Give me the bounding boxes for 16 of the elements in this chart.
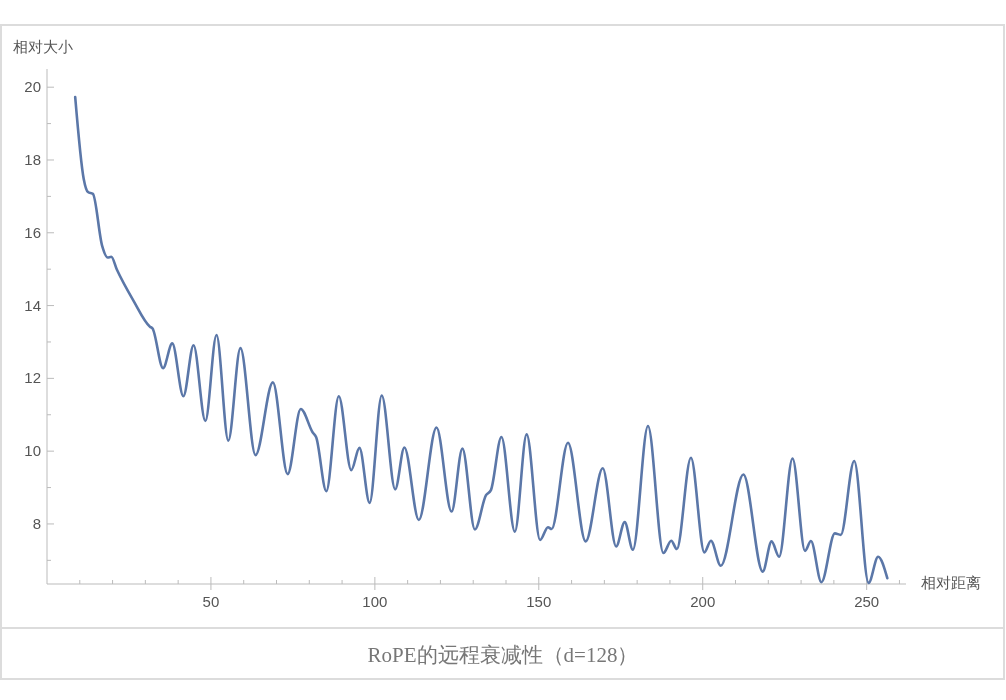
x-tick-label: 50 [202, 593, 220, 610]
y-tick-label: 18 [24, 150, 41, 168]
x-tick-label: 200 [690, 593, 716, 610]
y-tick-label: 12 [24, 369, 41, 387]
text: RoPE的远程衰减性（d=128） [367, 643, 639, 667]
y-tick-label: 8 [32, 514, 41, 532]
y-tick-label: 20 [24, 78, 41, 96]
x-tick-label: 100 [362, 593, 388, 610]
line-series [73, 95, 889, 585]
y-axis-title: 相对大小 [13, 38, 73, 55]
x-tick-label: 250 [854, 593, 880, 610]
x-axis-title: 相对距离 [921, 574, 981, 591]
x-tick-label: 150 [526, 593, 552, 610]
y-tick-label: 16 [24, 223, 41, 241]
y-tick-label: 14 [24, 296, 41, 314]
y-tick-label: 10 [24, 442, 41, 460]
